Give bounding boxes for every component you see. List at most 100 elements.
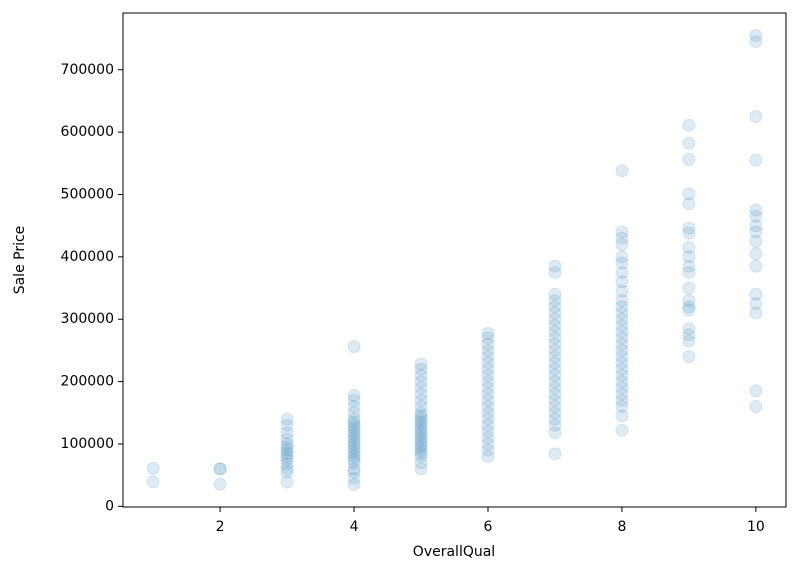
point bbox=[414, 462, 428, 476]
x-tick-label: 4 bbox=[350, 519, 359, 535]
point bbox=[414, 387, 428, 401]
point bbox=[548, 426, 562, 440]
point bbox=[347, 412, 361, 426]
point bbox=[548, 381, 562, 395]
x-tick-label: 8 bbox=[617, 519, 626, 535]
point bbox=[548, 325, 562, 339]
point bbox=[548, 287, 562, 301]
point bbox=[347, 400, 361, 414]
point bbox=[615, 294, 629, 308]
point bbox=[548, 387, 562, 401]
point bbox=[481, 356, 495, 370]
point bbox=[280, 475, 294, 489]
point bbox=[615, 400, 629, 414]
point bbox=[548, 368, 562, 382]
point bbox=[749, 219, 763, 233]
y-axis-label: Sale Price bbox=[12, 226, 28, 295]
point bbox=[682, 350, 696, 364]
point bbox=[280, 465, 294, 479]
point bbox=[749, 28, 763, 42]
point bbox=[347, 393, 361, 407]
point bbox=[414, 431, 428, 445]
point bbox=[347, 388, 361, 402]
x-tick-label: 6 bbox=[484, 519, 493, 535]
point bbox=[749, 247, 763, 261]
point bbox=[347, 421, 361, 435]
point bbox=[548, 447, 562, 461]
point bbox=[548, 306, 562, 320]
point bbox=[615, 300, 629, 314]
point bbox=[615, 368, 629, 382]
point bbox=[347, 415, 361, 429]
point bbox=[749, 306, 763, 320]
point bbox=[548, 331, 562, 345]
point bbox=[682, 259, 696, 273]
point bbox=[749, 259, 763, 273]
point bbox=[615, 231, 629, 245]
point bbox=[414, 418, 428, 432]
x-tick-label: 2 bbox=[216, 519, 225, 535]
point bbox=[682, 328, 696, 342]
point bbox=[481, 368, 495, 382]
point bbox=[414, 375, 428, 389]
point bbox=[414, 409, 428, 423]
y-tick-label: 400000 bbox=[61, 249, 114, 265]
point bbox=[615, 393, 629, 407]
point bbox=[615, 423, 629, 437]
point bbox=[347, 449, 361, 463]
point bbox=[414, 424, 428, 438]
point bbox=[481, 387, 495, 401]
y-tick-label: 500000 bbox=[61, 186, 114, 202]
y-tick-label: 600000 bbox=[61, 124, 114, 140]
x-tick-label: 10 bbox=[747, 519, 765, 535]
point bbox=[682, 118, 696, 132]
point bbox=[347, 471, 361, 485]
point bbox=[615, 350, 629, 364]
point bbox=[280, 412, 294, 426]
point bbox=[615, 225, 629, 239]
y-tick-label: 200000 bbox=[61, 374, 114, 390]
point bbox=[682, 187, 696, 201]
y-tick-label: 0 bbox=[105, 498, 114, 514]
point bbox=[682, 300, 696, 314]
point bbox=[481, 343, 495, 357]
point bbox=[414, 400, 428, 414]
point bbox=[213, 477, 227, 491]
point bbox=[481, 418, 495, 432]
point bbox=[481, 443, 495, 457]
point bbox=[682, 197, 696, 211]
point bbox=[682, 303, 696, 317]
point bbox=[548, 300, 562, 314]
point bbox=[481, 431, 495, 445]
point bbox=[481, 393, 495, 407]
point bbox=[347, 446, 361, 460]
point bbox=[481, 424, 495, 438]
point bbox=[347, 453, 361, 467]
point bbox=[615, 256, 629, 270]
point bbox=[347, 428, 361, 442]
point bbox=[347, 418, 361, 432]
point bbox=[615, 337, 629, 351]
point bbox=[615, 306, 629, 320]
point bbox=[548, 312, 562, 326]
point bbox=[280, 443, 294, 457]
point bbox=[548, 375, 562, 389]
point bbox=[414, 421, 428, 435]
point bbox=[481, 381, 495, 395]
point bbox=[615, 164, 629, 178]
point bbox=[682, 153, 696, 167]
point bbox=[548, 362, 562, 376]
point bbox=[481, 406, 495, 420]
point bbox=[615, 325, 629, 339]
point bbox=[213, 462, 227, 476]
point bbox=[615, 381, 629, 395]
point bbox=[280, 462, 294, 476]
point bbox=[548, 418, 562, 432]
point bbox=[749, 209, 763, 223]
plot-frame bbox=[122, 12, 787, 508]
point bbox=[481, 331, 495, 345]
point bbox=[615, 362, 629, 376]
point bbox=[548, 356, 562, 370]
point bbox=[347, 406, 361, 420]
point bbox=[414, 443, 428, 457]
